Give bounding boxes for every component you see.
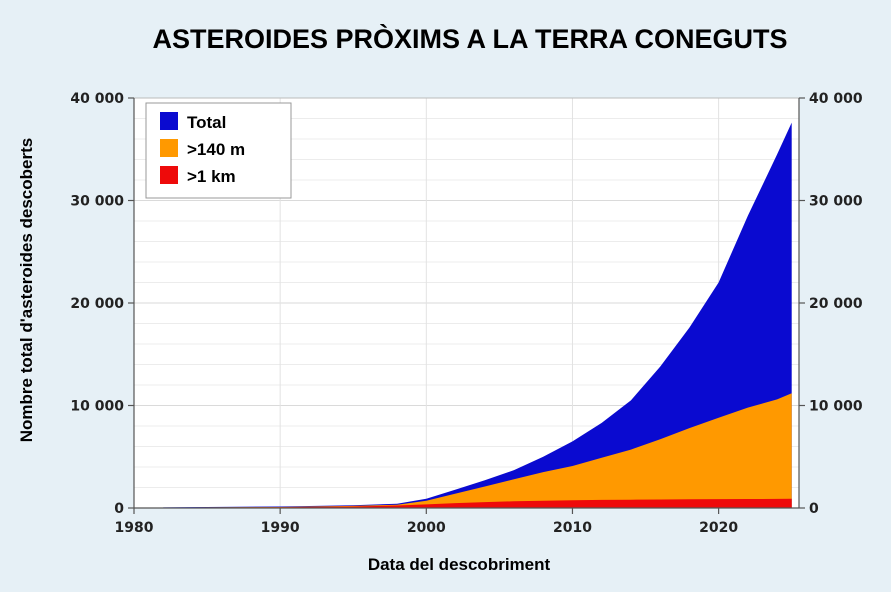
- legend-label-total: Total: [187, 113, 226, 132]
- x-tick-label: 1990: [261, 520, 300, 536]
- legend-label-1km: >1 km: [187, 167, 236, 186]
- legend-swatch-total: [160, 112, 178, 130]
- x-tick-label: 2010: [553, 520, 592, 536]
- legend-swatch-1km: [160, 166, 178, 184]
- y-axis-label: Nombre total d'asteroides descoberts: [17, 138, 36, 442]
- x-tick-label: 2020: [699, 520, 738, 536]
- y-tick-label-right: 20 000: [809, 296, 863, 312]
- series-area-total: [163, 122, 792, 508]
- y-tick-label-left: 40 000: [70, 91, 124, 107]
- x-axis-label: Data del descobriment: [368, 555, 551, 574]
- series-area-140m: [163, 393, 792, 508]
- x-tick-label: 2000: [407, 520, 446, 536]
- y-tick-label-left: 30 000: [70, 194, 124, 210]
- series-areas: [163, 122, 792, 508]
- legend: Total >140 m >1 km: [145, 102, 292, 199]
- chart-title: ASTEROIDES PRÒXIMS A LA TERRA CONEGUTS: [152, 23, 787, 54]
- y-tick-label-left: 10 000: [70, 399, 124, 415]
- axis-ticks: 1980 1990 2000 2010 2020 0 0 10 000 10 000 20 000…: [70, 91, 862, 536]
- x-tick-label: 1980: [115, 520, 154, 536]
- y-tick-label-right: 40 000: [809, 91, 863, 107]
- y-tick-label-right: 30 000: [809, 194, 863, 210]
- legend-label-140m: >140 m: [187, 140, 245, 159]
- legend-swatch-140m: [160, 139, 178, 157]
- y-tick-label-right: 0: [809, 501, 819, 517]
- y-tick-label-left: 20 000: [70, 296, 124, 312]
- y-tick-label-right: 10 000: [809, 399, 863, 415]
- series-area-1km: [163, 498, 792, 508]
- y-tick-label-left: 0: [114, 501, 124, 517]
